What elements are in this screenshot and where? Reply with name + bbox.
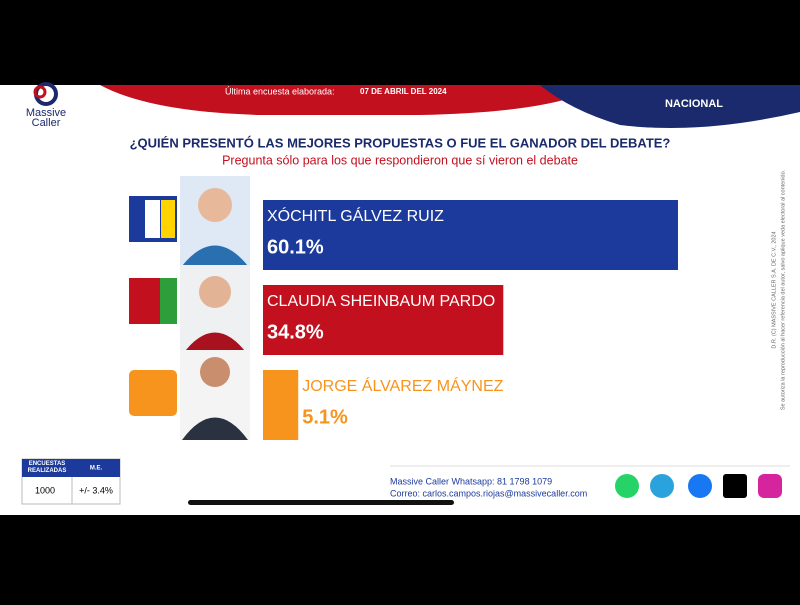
survey-label: Última encuesta elaborada:: [225, 86, 335, 96]
candidate-name: XÓCHITL GÁLVEZ RUIZ: [267, 206, 444, 225]
value-label: 60.1%: [267, 236, 324, 258]
side-copyright: D.R. (C) MASSIVE CALLER S.A. DE C.V., 20…: [771, 231, 777, 348]
table-header-text: M.E.: [90, 466, 103, 472]
candidate-name: JORGE ÁLVAREZ MÁYNEZ: [302, 376, 503, 395]
scope: NACIONAL: [665, 98, 723, 110]
candidate-photo: [200, 357, 230, 387]
logo-icon-inner: [33, 85, 47, 99]
table-header-cell: [22, 459, 72, 477]
survey-date: 07 DE ABRIL DEL 2024: [360, 87, 447, 96]
instagram-icon: [758, 474, 782, 498]
table-header-text: ENCUESTAS REALIZADAS: [27, 461, 67, 474]
candidate-photo: [199, 276, 231, 308]
table-header-cell: [72, 459, 120, 477]
candidate-photo: [182, 332, 248, 355]
candidate-photo: [182, 245, 248, 266]
chart-subtitle: Pregunta sólo para los que respondieron …: [222, 153, 578, 167]
x-icon: [723, 474, 747, 498]
footer-whatsapp: Massive Caller Whatsapp: 81 1798 1079: [390, 476, 552, 486]
bar: [263, 370, 299, 440]
value-label: 34.8%: [267, 321, 324, 343]
logo-top: Massive: [26, 107, 66, 119]
bar: [263, 285, 504, 355]
chart-title: ¿QUIÉN PRESENTÓ LAS MEJORES PROPUESTAS O…: [130, 135, 671, 150]
value-label: 5.1%: [302, 406, 348, 428]
candidate-photo: [182, 417, 248, 440]
party-logo: [145, 200, 160, 238]
candidate-name: CLAUDIA SHEINBAUM PARDO: [267, 293, 495, 310]
table-cell: +/- 3.4%: [79, 485, 113, 495]
header-red-band: [100, 85, 600, 115]
logo-bottom: Caller: [32, 117, 61, 129]
party-logo: [160, 278, 177, 324]
header-blue-band: [540, 85, 800, 129]
side-disclaimer: Se autoriza la reproducción al hacer ref…: [780, 169, 786, 410]
footer-email: Correo: carlos.campos.riojas@massivecall…: [390, 488, 587, 498]
party-logo: [129, 370, 177, 416]
whatsapp-icon: [615, 474, 639, 498]
telegram-icon: [650, 474, 674, 498]
party-logo: [161, 200, 175, 238]
bar-chart: XÓCHITL GÁLVEZ RUIZ 60.1% CLAUDIA SHEINBAU…: [263, 200, 678, 440]
table-header: ENCUESTAS REALIZADAS: [27, 461, 67, 474]
bar: [263, 200, 678, 270]
candidate-photo: [198, 188, 232, 222]
table-cell: 1000: [35, 485, 55, 495]
home-indicator: [188, 500, 454, 505]
facebook-icon: [688, 474, 712, 498]
